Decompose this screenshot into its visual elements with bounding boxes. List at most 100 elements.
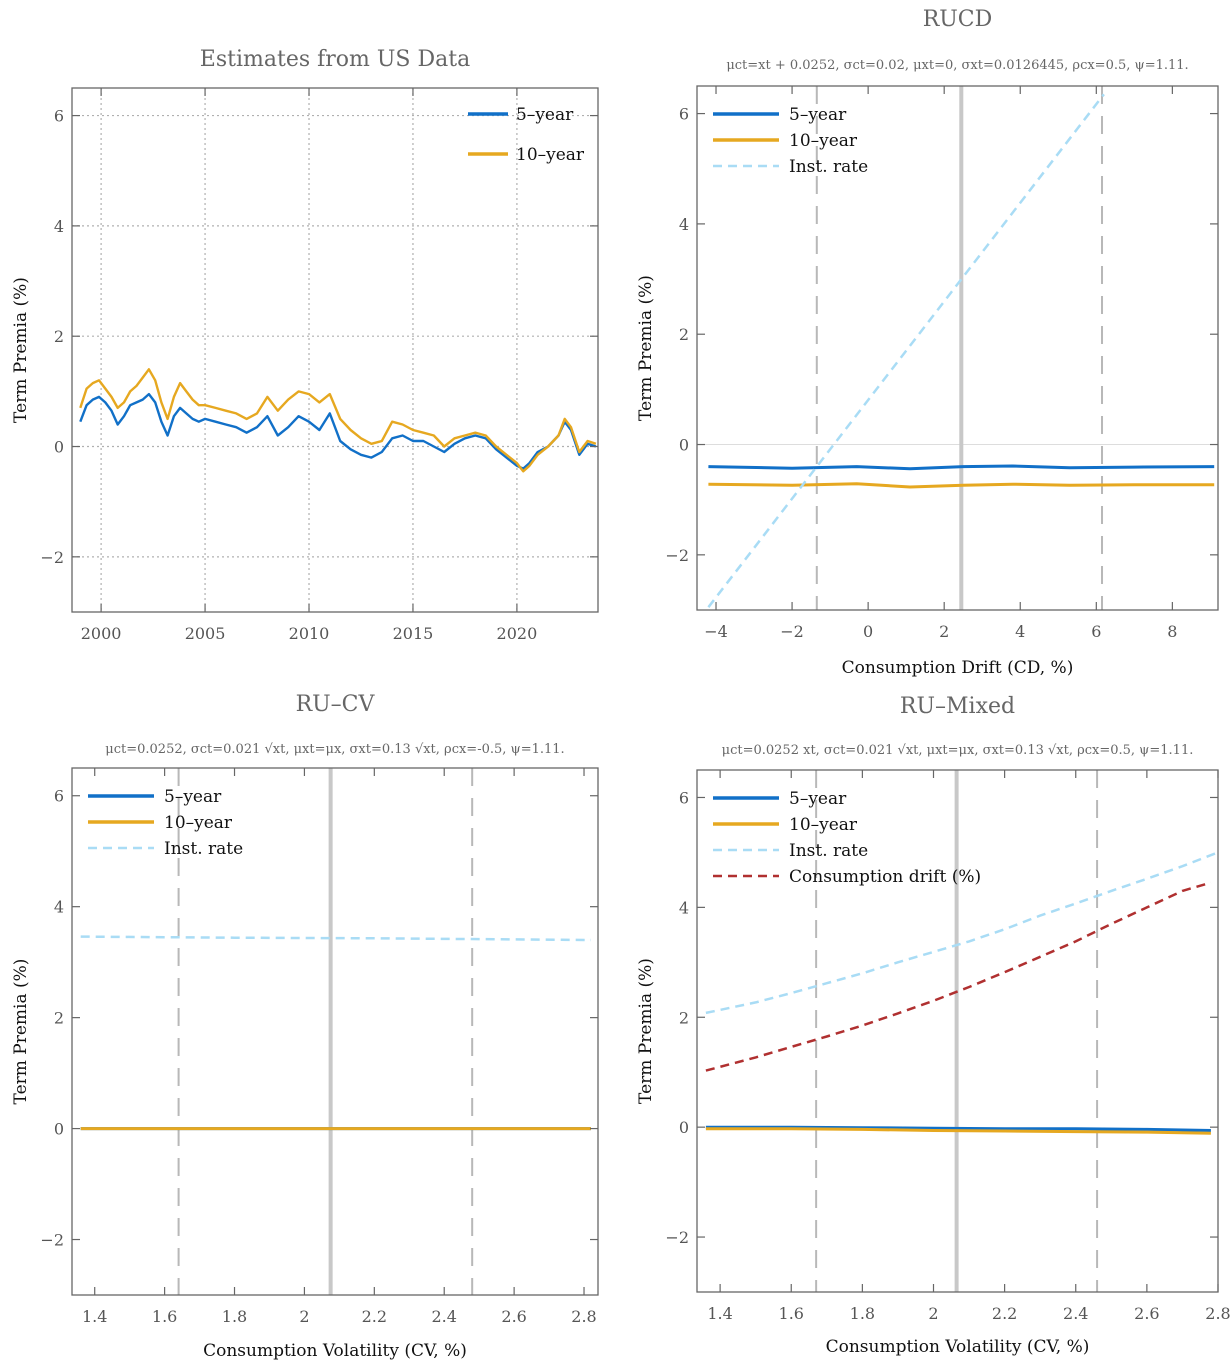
series-line-10-year xyxy=(79,368,597,473)
x-tick-label: 2.2 xyxy=(992,1304,1017,1323)
y-tick-label: 2 xyxy=(679,1008,689,1027)
y-tick-label: 4 xyxy=(679,898,689,917)
legend-label: 10–year xyxy=(164,813,233,833)
y-axis-label: Term Premia (%) xyxy=(11,277,31,423)
y-tick-label: 6 xyxy=(679,105,689,124)
x-axis-label: Consumption Volatility (CV, %) xyxy=(203,1341,467,1361)
x-tick-label: −2 xyxy=(780,622,804,641)
y-tick-label: 0 xyxy=(54,438,64,457)
legend: 5–year 10–year Inst. rate xyxy=(713,105,868,177)
chart-subtitle: μct=xt + 0.0252, σct=0.02, μxt=0, σxt=0.… xyxy=(726,58,1188,73)
chart-title: RU–Mixed xyxy=(900,694,1015,719)
x-tick-label: 2.4 xyxy=(1063,1304,1088,1323)
series-line-10-year xyxy=(705,1127,1211,1135)
x-tick-label: 4 xyxy=(1015,622,1025,641)
x-tick-label: 1.8 xyxy=(222,1307,247,1326)
x-tick-label: −4 xyxy=(704,622,728,641)
legend-label: 10–year xyxy=(516,145,585,165)
legend-label: 5–year xyxy=(789,105,847,125)
x-tick-label: 2015 xyxy=(393,624,434,643)
y-axis-label: Term Premia (%) xyxy=(636,275,656,421)
plot-frame xyxy=(71,87,599,613)
chart-title: RU–CV xyxy=(296,692,376,717)
y-axis-label: Term Premia (%) xyxy=(11,959,31,1105)
x-tick-label: 2.6 xyxy=(1134,1304,1159,1323)
x-tick-label: 2.2 xyxy=(362,1307,387,1326)
x-tick-label: 2005 xyxy=(185,624,226,643)
y-tick-label: 4 xyxy=(54,898,64,917)
legend-label: 5–year xyxy=(164,787,222,807)
legend-label: 10–year xyxy=(789,131,858,151)
x-axis-label: Consumption Volatility (CV, %) xyxy=(826,1337,1090,1357)
y-tick-label: −2 xyxy=(665,1228,689,1247)
x-axis-label: Consumption Drift (CD, %) xyxy=(842,658,1074,678)
series-line-inst-rate xyxy=(705,851,1218,1015)
y-tick-label: 0 xyxy=(679,1118,689,1137)
x-tick-label: 2010 xyxy=(289,624,330,643)
y-tick-label: 2 xyxy=(679,325,689,344)
series-line-5-year xyxy=(79,392,597,470)
y-tick-label: 4 xyxy=(54,217,64,236)
chart-ru-cv: RU–CV μct=0.0252, σct=0.021 √xt, μxt=μx, … xyxy=(11,692,599,1361)
x-tick-label: 6 xyxy=(1091,622,1101,641)
x-tick-label: 2 xyxy=(939,622,949,641)
legend: 5–year 10–year Inst. rate xyxy=(88,787,243,859)
series-line-inst-rate xyxy=(80,935,592,942)
y-tick-label: −2 xyxy=(665,546,689,565)
legend-label: Inst. rate xyxy=(789,841,868,861)
series-line-5-year xyxy=(708,464,1215,471)
y-tick-label: 4 xyxy=(679,215,689,234)
y-tick-label: 6 xyxy=(54,787,64,806)
y-tick-label: 6 xyxy=(54,107,64,126)
x-tick-label: 2.6 xyxy=(501,1307,526,1326)
series-group xyxy=(707,93,1215,608)
x-tick-label: 1.8 xyxy=(850,1304,875,1323)
chart-subtitle: μct=0.0252 xt, σct=0.021 √xt, μxt=μx, σx… xyxy=(722,743,1194,758)
legend-label: Consumption drift (%) xyxy=(789,867,981,887)
y-tick-label: 0 xyxy=(54,1120,64,1139)
y-tick-label: −2 xyxy=(40,1231,64,1250)
series-group xyxy=(79,368,597,473)
x-tick-label: 0 xyxy=(863,622,873,641)
x-tick-label: 2000 xyxy=(81,624,122,643)
y-tick-label: 6 xyxy=(679,788,689,807)
chart-title: Estimates from US Data xyxy=(200,47,470,72)
legend-label: 5–year xyxy=(789,789,847,809)
x-tick-label: 2.4 xyxy=(431,1307,456,1326)
legend-label: 5–year xyxy=(516,105,574,125)
series-line-inst-rate xyxy=(707,93,1105,608)
x-tick-label: 8 xyxy=(1167,622,1177,641)
x-tick-label: 1.4 xyxy=(82,1307,107,1326)
x-tick-label: 2.8 xyxy=(571,1307,596,1326)
plot-frame xyxy=(71,767,599,1296)
x-tick-label: 1.4 xyxy=(707,1304,732,1323)
chart-title: RUCD xyxy=(923,7,993,32)
series-line-10-year xyxy=(708,482,1215,489)
legend: 5–year 10–year xyxy=(468,105,585,165)
y-tick-label: −2 xyxy=(40,548,64,567)
chart-subtitle: μct=0.0252, σct=0.021 √xt, μxt=μx, σxt=0… xyxy=(105,742,564,757)
chart-ru-mixed: RU–Mixed μct=0.0252 xt, σct=0.021 √xt, μx… xyxy=(636,694,1230,1357)
y-tick-label: 2 xyxy=(54,327,64,346)
series-line-consumption-drift- xyxy=(705,881,1212,1072)
x-tick-label: 2.8 xyxy=(1205,1304,1230,1323)
x-tick-label: 1.6 xyxy=(152,1307,177,1326)
legend-label: Inst. rate xyxy=(164,839,243,859)
x-tick-label: 2 xyxy=(928,1304,938,1323)
legend: 5–year 10–year Inst. rate Consumption drift… xyxy=(713,789,981,887)
plot-frame xyxy=(696,769,1219,1293)
x-tick-label: 2 xyxy=(299,1307,309,1326)
y-tick-label: 0 xyxy=(679,436,689,455)
y-axis-label: Term Premia (%) xyxy=(636,958,656,1104)
x-tick-label: 2020 xyxy=(497,624,538,643)
series-group xyxy=(80,935,592,1131)
y-tick-label: 2 xyxy=(54,1009,64,1028)
plot-frame xyxy=(696,85,1219,611)
series-line-5-year xyxy=(705,1125,1211,1132)
legend-label: Inst. rate xyxy=(789,157,868,177)
x-tick-label: 1.6 xyxy=(779,1304,804,1323)
legend-label: 10–year xyxy=(789,815,858,835)
chart-rucd: RUCD μct=xt + 0.0252, σct=0.02, μxt=0, σx… xyxy=(636,7,1219,678)
